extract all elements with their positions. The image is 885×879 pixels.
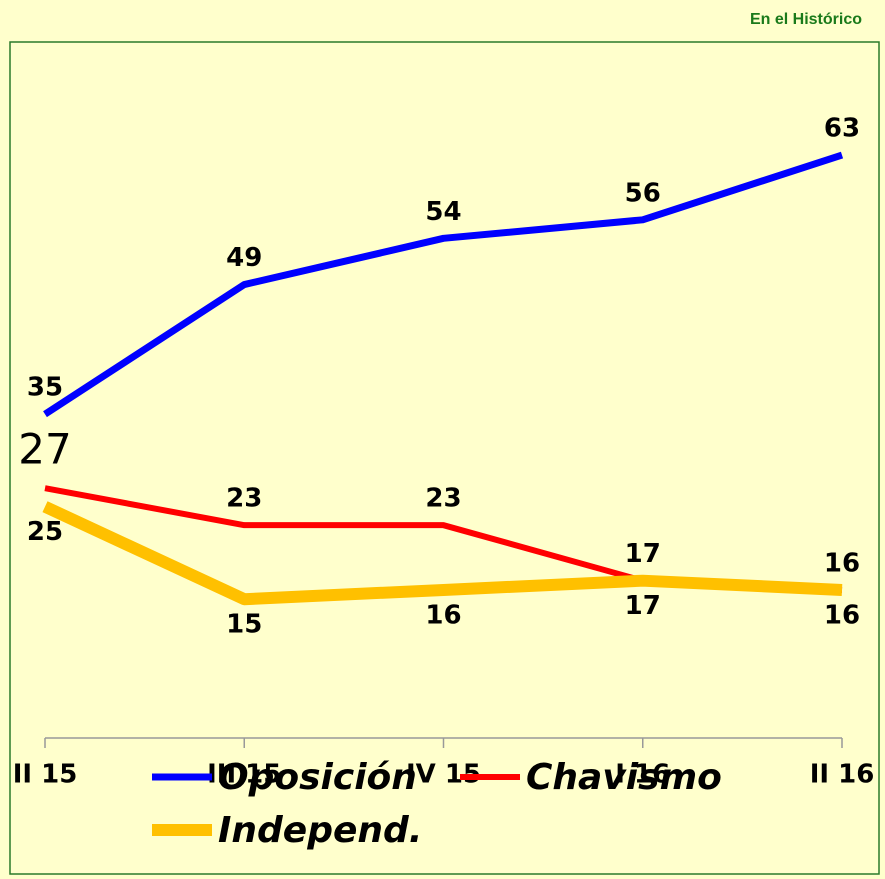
data-label: 16 bbox=[824, 548, 860, 578]
data-label: 35 bbox=[27, 373, 63, 403]
legend-label: Independ. bbox=[218, 810, 422, 851]
data-label: 17 bbox=[625, 539, 661, 569]
data-label: 49 bbox=[226, 243, 262, 273]
plot-border bbox=[9, 41, 880, 875]
legend-label: Chavismo bbox=[526, 757, 722, 798]
data-label: 27 bbox=[18, 425, 71, 474]
series-line bbox=[42, 501, 843, 606]
data-label: 15 bbox=[226, 610, 262, 640]
data-label: 17 bbox=[625, 591, 661, 621]
data-label: 56 bbox=[625, 178, 661, 208]
x-tick-label: II 16 bbox=[810, 760, 875, 790]
data-label: 63 bbox=[824, 114, 860, 144]
legend-label: Oposición bbox=[218, 757, 417, 798]
data-label: 54 bbox=[425, 197, 461, 227]
data-label: 25 bbox=[27, 517, 63, 547]
note-title: En el Histórico bbox=[750, 11, 862, 28]
data-label: 23 bbox=[226, 484, 262, 514]
data-label: 23 bbox=[425, 484, 461, 514]
x-tick-label: I 16 bbox=[615, 760, 670, 790]
x-tick-label: III 15 bbox=[207, 760, 281, 790]
data-label: 16 bbox=[824, 600, 860, 630]
x-tick-label: II 15 bbox=[13, 760, 78, 790]
data-label: 16 bbox=[425, 600, 461, 630]
series-line bbox=[43, 151, 844, 418]
